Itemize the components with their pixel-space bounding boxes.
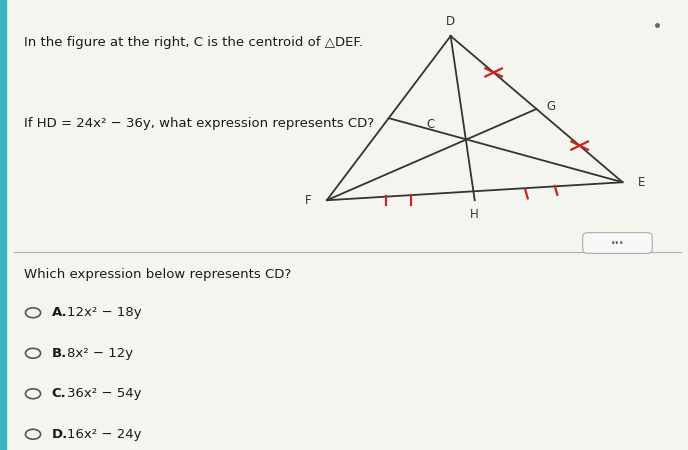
Text: 12x² − 18y: 12x² − 18y: [67, 306, 142, 319]
Text: 16x² − 24y: 16x² − 24y: [67, 428, 142, 441]
Text: G: G: [546, 100, 556, 113]
Text: A.: A.: [52, 306, 67, 319]
Text: •••: •••: [611, 238, 625, 248]
Text: 36x² − 54y: 36x² − 54y: [67, 387, 142, 400]
Text: B.: B.: [52, 347, 67, 360]
Text: E: E: [638, 176, 645, 189]
Text: Which expression below represents CD?: Which expression below represents CD?: [24, 268, 291, 281]
Text: H: H: [471, 208, 479, 221]
Text: C: C: [426, 118, 434, 131]
FancyBboxPatch shape: [583, 233, 652, 253]
Text: If HD = 24x² − 36y, what expression represents CD?: If HD = 24x² − 36y, what expression repr…: [24, 117, 374, 130]
Text: In the figure at the right, C is the centroid of △DEF.: In the figure at the right, C is the cen…: [24, 36, 363, 49]
Text: C.: C.: [52, 387, 66, 400]
Text: D: D: [446, 15, 455, 28]
Text: D.: D.: [52, 428, 68, 441]
Text: 8x² − 12y: 8x² − 12y: [67, 347, 133, 360]
Bar: [0, 0, 6, 450]
Text: F: F: [305, 194, 312, 207]
